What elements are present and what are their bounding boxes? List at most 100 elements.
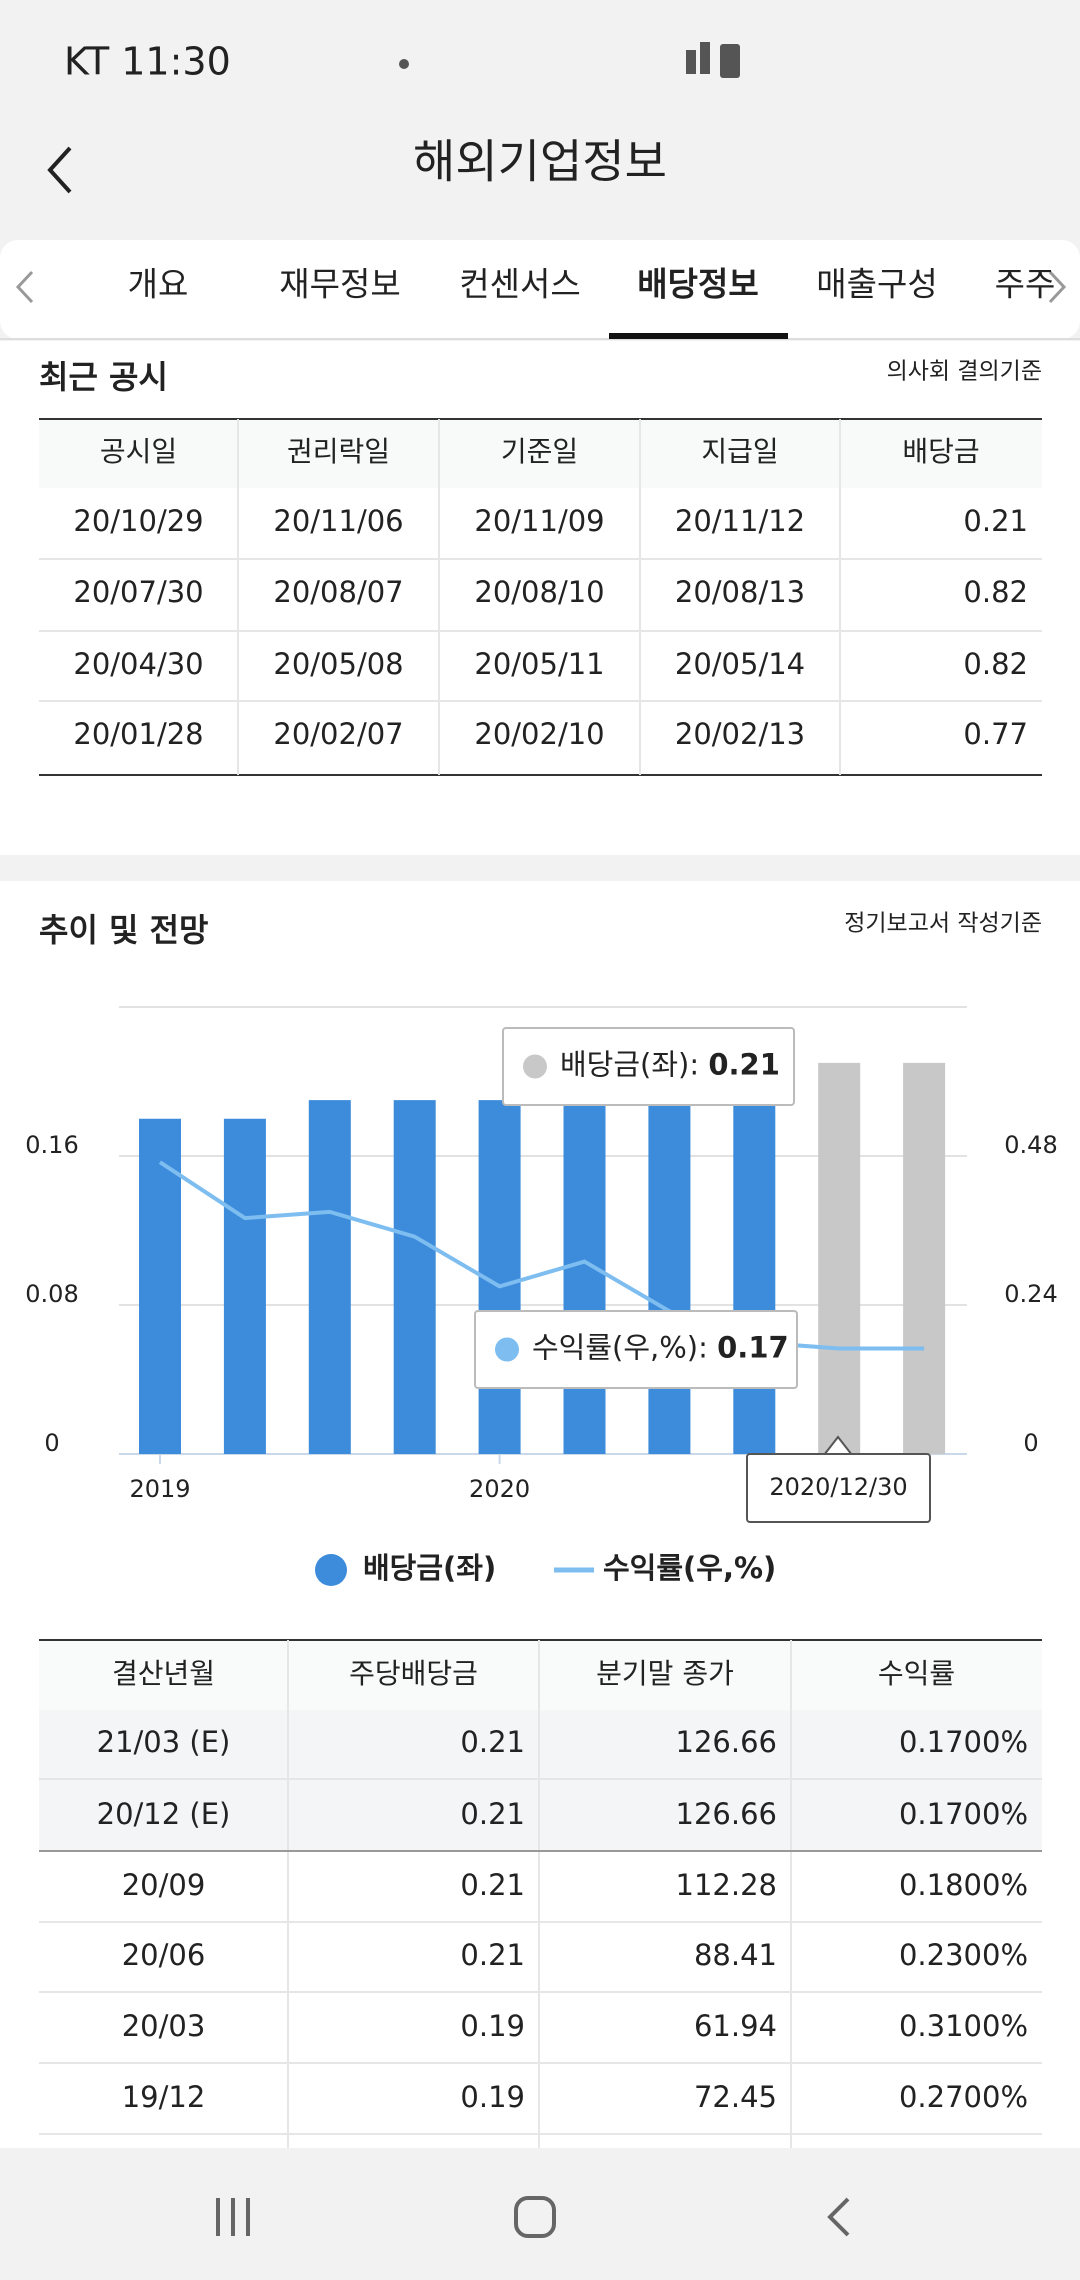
cell: 0.77 xyxy=(963,717,1028,751)
cell: 0.1700% xyxy=(899,1797,1028,1831)
cell: 0.21 xyxy=(460,1938,525,1972)
nav-home[interactable] xyxy=(514,2196,556,2238)
nav-recent[interactable] xyxy=(216,2198,250,2236)
cell: 20/11/06 xyxy=(273,504,403,538)
column-header: 기준일 xyxy=(501,435,578,468)
tab-scroll-right[interactable] xyxy=(1048,270,1067,304)
cell: 20/07/30 xyxy=(73,575,203,609)
cell: 20/09 xyxy=(122,1868,206,1902)
tooltip-label: 수익률(우,%): xyxy=(532,1331,708,1365)
cell: 20/05/08 xyxy=(273,647,403,681)
legend-label: 배당금(좌) xyxy=(363,1551,496,1585)
column-header: 권리락일 xyxy=(287,435,390,468)
tooltip-value: 0.17 xyxy=(717,1331,789,1365)
cell: 0.82 xyxy=(963,647,1028,681)
cell: 0.19 xyxy=(460,2080,525,2114)
cell: 20/02/13 xyxy=(675,717,805,751)
cell: 0.21 xyxy=(460,1797,525,1831)
tab-bar xyxy=(0,240,1080,339)
column-header: 공시일 xyxy=(100,435,177,468)
y2-tick-label: 0.48 xyxy=(1004,1131,1057,1159)
bar xyxy=(139,1118,181,1454)
signal-bar xyxy=(686,50,696,74)
legend-label: 수익률(우,%) xyxy=(603,1551,776,1585)
tooltip-dot xyxy=(495,1337,519,1362)
header-title: 해외기업정보 xyxy=(413,135,667,189)
tab-scroll-left[interactable] xyxy=(15,270,34,304)
tab[interactable]: 배당정보 xyxy=(637,265,758,304)
tooltip-label: 2020/12/30 xyxy=(769,1473,907,1501)
bar xyxy=(308,1100,351,1454)
back-button[interactable] xyxy=(47,146,72,194)
cell: 20/10/29 xyxy=(73,504,203,538)
y2-tick-label: 0 xyxy=(1023,1429,1038,1457)
status-time: KT 11:30 xyxy=(64,40,231,84)
cell: 0.21 xyxy=(460,1725,525,1759)
cell: 0.19 xyxy=(460,2009,525,2043)
chart: 0 0.08 0.16 0 0.24 0.48 2019 2020 배당금(좌): 0.21 수익… xyxy=(25,1027,1058,1586)
cell: 0.2300% xyxy=(899,1938,1028,1972)
nav-bar xyxy=(0,2148,1080,2280)
battery xyxy=(720,44,740,78)
y-tick-label: 0.16 xyxy=(25,1131,78,1159)
cell: 20/03 xyxy=(122,2009,206,2043)
cell: 88.41 xyxy=(694,1938,777,1972)
tab[interactable]: 매출구성 xyxy=(816,265,937,304)
cell: 20/08/07 xyxy=(273,575,403,609)
x-tick-label: 2019 xyxy=(129,1475,190,1503)
tab[interactable]: 개요 xyxy=(128,265,189,304)
cell: 0.3100% xyxy=(899,2009,1028,2043)
cell: 0.82 xyxy=(963,575,1028,609)
cell: 20/04/30 xyxy=(73,647,203,681)
section-note: 의사회 결의기준 xyxy=(887,359,1042,385)
status-icons xyxy=(399,42,740,78)
column-header: 배당금 xyxy=(902,435,979,468)
header-bg xyxy=(39,1640,1042,1710)
tab-indicator xyxy=(609,333,788,339)
tooltip-text: 배당금(좌): 0.21 xyxy=(560,1048,780,1082)
cell: 19/12 xyxy=(122,2080,206,2114)
tab[interactable]: 재무정보 xyxy=(279,265,400,304)
column-header: 주당배당금 xyxy=(349,1657,478,1690)
tooltip-value: 0.21 xyxy=(708,1048,780,1082)
bar xyxy=(223,1118,266,1454)
y-tick-label: 0 xyxy=(44,1429,59,1457)
cell: 20/02/07 xyxy=(273,717,403,751)
bar xyxy=(393,1100,436,1454)
cell: 72.45 xyxy=(694,2080,777,2114)
section-note: 정기보고서 작성기준 xyxy=(844,911,1042,937)
estimate-bg xyxy=(39,1710,1042,1852)
cell: 20/11/12 xyxy=(675,504,805,538)
cell: 20/11/09 xyxy=(474,504,604,538)
tooltip-text: 2020/12/30 xyxy=(769,1473,907,1501)
column-header: 지급일 xyxy=(701,435,778,468)
nav-back[interactable] xyxy=(827,2197,850,2237)
tab[interactable]: 주주 xyxy=(995,265,1056,304)
tooltip-box xyxy=(502,1027,795,1106)
cell: 61.94 xyxy=(694,2009,777,2043)
bar xyxy=(563,1100,606,1454)
cell: 0.21 xyxy=(460,1868,525,1902)
cell: 126.66 xyxy=(676,1797,777,1831)
cell: 112.28 xyxy=(676,1868,777,1902)
y2-tick-label: 0.24 xyxy=(1004,1280,1057,1308)
cell: 20/02/10 xyxy=(474,717,604,751)
section-title: 추이 및 전망 xyxy=(39,911,208,949)
bar xyxy=(648,1062,691,1454)
tab[interactable]: 컨센서스 xyxy=(459,265,580,304)
tooltip-text: 수익률(우,%): 0.17 xyxy=(532,1331,789,1365)
column-header: 수익률 xyxy=(878,1657,955,1690)
header-bg xyxy=(39,419,1042,488)
signal-bar xyxy=(700,42,710,74)
cell: 20/01/28 xyxy=(73,717,203,751)
cell: 20/08/13 xyxy=(675,575,805,609)
x-tick-label: 2020 xyxy=(469,1475,530,1503)
tooltip-dot xyxy=(523,1054,547,1079)
y-tick-label: 0.08 xyxy=(25,1280,78,1308)
column-header: 결산년월 xyxy=(112,1657,215,1690)
cell: 0.1800% xyxy=(899,1868,1028,1902)
section-title: 최근 공시 xyxy=(39,358,168,396)
tooltip-box xyxy=(746,1453,931,1523)
cell: 20/05/14 xyxy=(675,647,805,681)
